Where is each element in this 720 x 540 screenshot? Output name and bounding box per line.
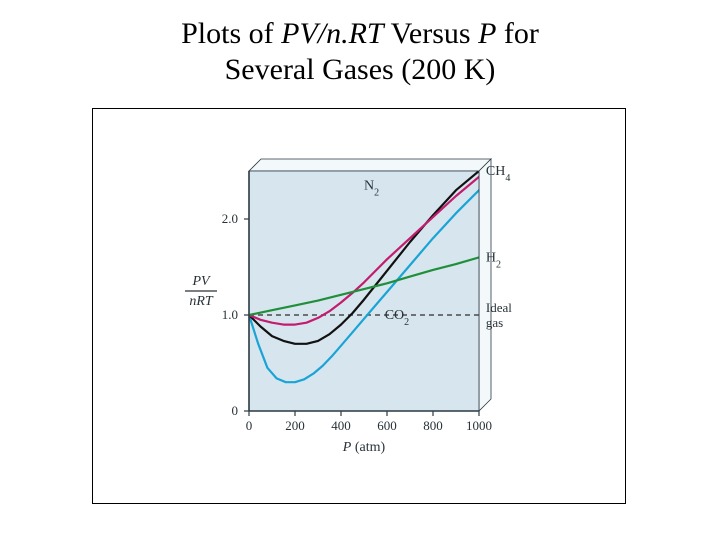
slide-title: Plots of PV/n.RT Versus P for Several Ga… — [0, 0, 720, 88]
title-italic-2: P — [478, 17, 496, 50]
svg-text:PV: PV — [191, 274, 211, 289]
svg-text:600: 600 — [377, 418, 397, 433]
svg-text:200: 200 — [285, 418, 305, 433]
title-text-2: Versus — [384, 17, 478, 50]
svg-text:0: 0 — [246, 418, 253, 433]
title-text-1: Plots of — [181, 17, 281, 50]
svg-text:0: 0 — [232, 403, 239, 418]
label-ideal-2: gas — [486, 315, 503, 330]
title-text-3: for — [496, 17, 538, 50]
svg-text:nRT: nRT — [189, 294, 214, 309]
label-ideal: Ideal — [486, 300, 512, 315]
title-line-2: Several Gases (200 K) — [225, 53, 496, 86]
svg-text:1.0: 1.0 — [222, 307, 238, 322]
chart-container: 0200400600800100001.02.0P (atm)PVnRTN2CH… — [169, 141, 549, 471]
svg-text:1000: 1000 — [466, 418, 492, 433]
title-italic-1: PV/n.RT — [281, 17, 384, 50]
slide: Plots of PV/n.RT Versus P for Several Ga… — [0, 0, 720, 540]
svg-text:2.0: 2.0 — [222, 211, 238, 226]
figure-frame: 0200400600800100001.02.0P (atm)PVnRTN2CH… — [92, 108, 626, 504]
svg-text:P (atm): P (atm) — [342, 440, 386, 455]
svg-text:800: 800 — [423, 418, 443, 433]
svg-text:400: 400 — [331, 418, 351, 433]
compressibility-chart: 0200400600800100001.02.0P (atm)PVnRTN2CH… — [169, 141, 549, 471]
